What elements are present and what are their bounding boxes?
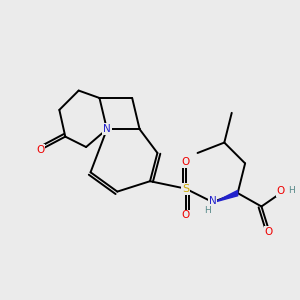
Text: O: O	[182, 210, 190, 220]
Text: H: H	[288, 186, 295, 195]
Text: N: N	[208, 196, 216, 206]
Text: O: O	[182, 157, 190, 167]
Text: O: O	[277, 186, 285, 196]
Text: O: O	[36, 145, 44, 155]
Text: N: N	[103, 124, 111, 134]
Text: O: O	[265, 227, 273, 237]
Polygon shape	[215, 190, 238, 202]
Text: S: S	[182, 184, 189, 194]
Text: H: H	[204, 206, 211, 215]
